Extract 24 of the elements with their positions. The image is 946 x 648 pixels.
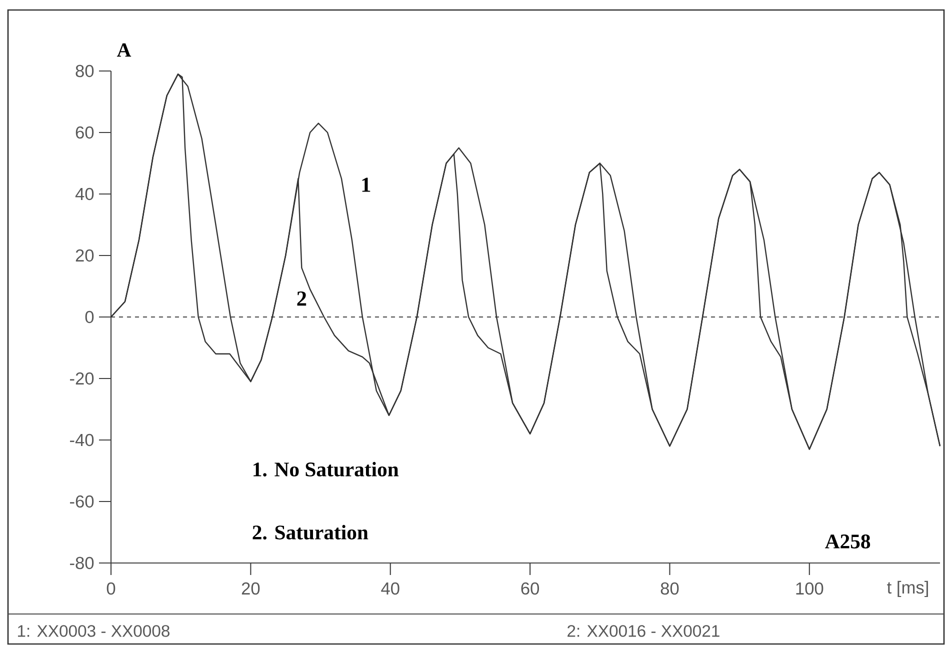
annotation: A258 bbox=[825, 534, 870, 548]
text: 2: XX0016 - XX0021 bbox=[568, 625, 720, 637]
x-tick-label: 100 bbox=[796, 582, 824, 595]
y-tick-label: 20 bbox=[76, 249, 94, 262]
x-axis-title: t [ms] bbox=[887, 580, 928, 598]
series-label: 2 bbox=[297, 291, 306, 306]
y-tick-label: -20 bbox=[70, 372, 94, 385]
series-label: 1 bbox=[362, 178, 370, 192]
x-tick-label: 60 bbox=[521, 582, 540, 595]
y-tick-label: 60 bbox=[76, 126, 94, 139]
y-tick-label: -40 bbox=[70, 434, 94, 446]
y-tick-label: -80 bbox=[70, 556, 94, 570]
x-tick-label: 0 bbox=[106, 582, 116, 595]
y-tick-label: 40 bbox=[75, 188, 94, 200]
x-tick-label: 80 bbox=[660, 582, 679, 595]
y-tick-label: -60 bbox=[70, 495, 94, 508]
y-axis-title: A bbox=[116, 43, 132, 57]
y-tick-label: 0 bbox=[85, 310, 94, 324]
y-tick-label: 80 bbox=[76, 64, 94, 78]
annotation: 2. Saturation bbox=[252, 524, 368, 540]
x-tick-label: 20 bbox=[242, 582, 260, 595]
x-tick-label: 40 bbox=[381, 582, 400, 595]
annotation: 1. No Saturation bbox=[254, 462, 399, 477]
text: 1: XX0003 - XX0008 bbox=[18, 625, 170, 637]
